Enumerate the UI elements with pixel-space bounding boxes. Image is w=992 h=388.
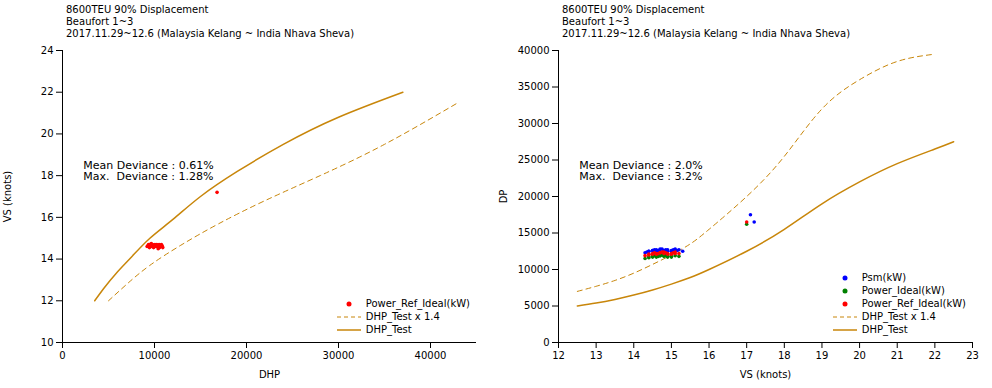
svg-text:20000: 20000 (231, 350, 263, 361)
svg-text:35000: 35000 (518, 81, 550, 92)
html-text:DHP_Test x 1.4: DHP_Test x 1.4 (365, 311, 440, 322)
svg-text:10000: 10000 (139, 350, 171, 361)
svg-text:DHP: DHP (259, 369, 280, 380)
svg-text:14: 14 (627, 350, 640, 361)
svg-text:VS (knots): VS (knots) (740, 369, 792, 380)
html-text:Power_Ideal(kW): Power_Ideal(kW) (861, 285, 945, 296)
html-text:Power_Ref_Ideal(kW): Power_Ref_Ideal(kW) (365, 298, 470, 309)
html-text:DHP_Test x 1.4: DHP_Test x 1.4 (861, 311, 936, 322)
html-text:8600TEU 90% Displacement Beauf: 8600TEU 90% Displacement Beaufort 1~3 20… (66, 4, 355, 39)
svg-text:Mean Deviance : 0.61%Max. Dev: Mean Deviance : 0.61%Max. Deviance : 1.2… (83, 159, 213, 183)
svg-text:0: 0 (543, 337, 549, 348)
svg-text:DP: DP (498, 190, 509, 204)
html-text:DHP_Test: DHP_Test (861, 324, 908, 335)
svg-text:23: 23 (966, 350, 979, 361)
svg-text:18: 18 (778, 350, 791, 361)
svg-text:16: 16 (41, 212, 54, 223)
svg-text:20: 20 (853, 350, 866, 361)
svg-text:20: 20 (41, 128, 54, 139)
svg-text:14: 14 (41, 253, 54, 264)
svg-text:0: 0 (59, 350, 65, 361)
svg-text:Mean Deviance : 2.0%Max. Devi: Mean Deviance : 2.0%Max. Deviance : 3.2% (579, 159, 702, 183)
html-text:Psm(kW): Psm(kW) (861, 272, 906, 283)
svg-text:17: 17 (740, 350, 753, 361)
svg-text:30000: 30000 (323, 350, 355, 361)
svg-text:12: 12 (41, 295, 54, 306)
svg-text:15: 15 (665, 350, 678, 361)
html-text:8600TEU 90% Displacement Beauf: 8600TEU 90% Displacement Beaufort 1~3 20… (562, 4, 851, 39)
svg-text:18: 18 (41, 170, 54, 181)
svg-text:24: 24 (41, 45, 54, 56)
svg-text:12: 12 (552, 350, 565, 361)
html-text:DHP_Test: DHP_Test (365, 324, 412, 335)
svg-text:22: 22 (41, 86, 54, 97)
svg-text:20000: 20000 (518, 191, 550, 202)
svg-text:16: 16 (703, 350, 716, 361)
svg-text:40000: 40000 (518, 45, 550, 56)
svg-text:10: 10 (41, 337, 54, 348)
svg-text:19: 19 (816, 350, 829, 361)
svg-text:21: 21 (891, 350, 904, 361)
svg-text:10000: 10000 (518, 264, 550, 275)
svg-text:30000: 30000 (518, 118, 550, 129)
svg-text:13: 13 (590, 350, 603, 361)
svg-text:5000: 5000 (524, 300, 549, 311)
svg-text:25000: 25000 (518, 154, 550, 165)
html-text:Power_Ref_Ideal(kW): Power_Ref_Ideal(kW) (861, 298, 966, 309)
svg-text:22: 22 (928, 350, 941, 361)
svg-text:15000: 15000 (518, 227, 550, 238)
svg-text:VS (knots): VS (knots) (2, 171, 13, 223)
svg-text:40000: 40000 (415, 350, 447, 361)
